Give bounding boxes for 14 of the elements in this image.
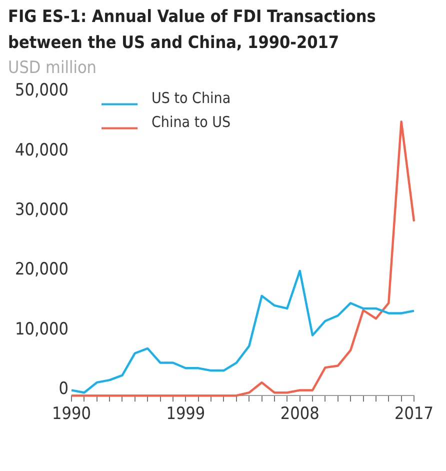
chart-title: FIG ES-1: Annual Value of FDI Transactions between the US and China, 1990-2017 <box>8 6 377 55</box>
y-tick-label: 20,000 <box>15 260 68 280</box>
y-tick-label: 10,000 <box>15 319 68 340</box>
x-tick-label: 1999 <box>166 404 206 424</box>
y-tick-label: 30,000 <box>15 200 68 220</box>
x-tick-label: 1990 <box>52 404 91 424</box>
y-tick-label: 0 <box>58 379 68 400</box>
legend-label: China to US <box>152 113 231 132</box>
x-tick-label: 2008 <box>280 404 320 424</box>
legend-label: US to China <box>152 89 231 108</box>
y-tick-label: 40,000 <box>15 140 68 160</box>
y-tick-label: 50,000 <box>15 80 68 101</box>
x-tick-label: 2017 <box>394 404 434 424</box>
chart-subtitle: USD million <box>8 58 98 78</box>
